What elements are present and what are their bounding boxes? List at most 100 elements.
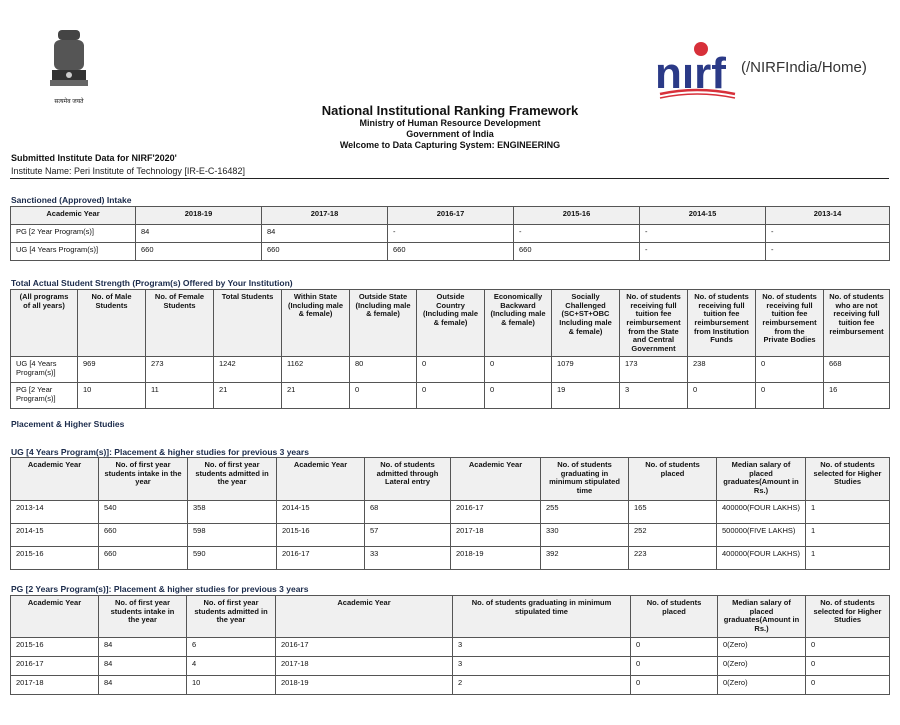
column-header: No. of first year students intake in the… bbox=[98, 457, 188, 501]
table-cell: 2015-16 bbox=[10, 636, 99, 657]
welcome-text: Welcome to Data Capturing System: ENGINE… bbox=[339, 140, 561, 150]
column-header: No. of first year students admitted in t… bbox=[186, 595, 276, 638]
table-cell: 252 bbox=[628, 523, 717, 547]
table-cell: 0 bbox=[687, 382, 756, 410]
table-cell: 0(Zero) bbox=[717, 655, 806, 676]
table-row: PG [2 Year Program(s)] 10 11 21 21 0 0 0 19 3 0 0 16 bbox=[10, 382, 890, 410]
table-cell: - bbox=[639, 242, 766, 261]
table-cell: 84 bbox=[261, 224, 388, 243]
table-cell: 0 bbox=[755, 356, 824, 384]
submitted-heading: Submitted Institute Data for NIRF'2020' bbox=[11, 153, 177, 163]
student-strength-table: (All programs of all years) No. of Male S… bbox=[10, 288, 890, 410]
column-header: Academic Year bbox=[10, 595, 99, 638]
table-cell: 10 bbox=[186, 674, 276, 695]
emblem-caption: सत्यमेव जयते bbox=[54, 99, 84, 105]
column-header: No. of students placed bbox=[628, 457, 717, 501]
table-row: PG [2 Year Program(s)] 84 84- - - - bbox=[10, 224, 890, 243]
column-header: Socially Challenged (SC+ST+OBC Including… bbox=[551, 288, 620, 358]
header-divider bbox=[10, 178, 889, 179]
table-row: UG [4 Years Program(s)] 660 660 660 660- - bbox=[10, 242, 890, 261]
column-header: Median salary of placed graduates(Amount… bbox=[716, 457, 806, 501]
column-header: Academic Year bbox=[450, 457, 541, 501]
table-cell: 2 bbox=[452, 674, 631, 695]
column-header: Academic Year bbox=[10, 206, 136, 225]
table-cell: 19 bbox=[551, 382, 620, 410]
column-header: 2018-19 bbox=[135, 206, 262, 225]
table-cell: 3 bbox=[452, 636, 631, 657]
table-cell: 2015-16 bbox=[10, 546, 99, 570]
table-cell: 2014-15 bbox=[10, 523, 99, 547]
table-cell: 2017-18 bbox=[275, 655, 453, 676]
column-header: Total Students bbox=[213, 288, 282, 358]
table-cell: 660 bbox=[98, 523, 188, 547]
table-cell: 0 bbox=[755, 382, 824, 410]
column-header: No. of students placed bbox=[630, 595, 718, 638]
table-cell: 68 bbox=[364, 500, 451, 524]
column-header: 2017-18 bbox=[261, 206, 388, 225]
column-header: Within State (Including male & female) bbox=[281, 288, 350, 358]
table-cell: 2018-19 bbox=[450, 546, 541, 570]
column-header: Academic Year bbox=[275, 595, 453, 638]
table-cell: UG [4 Years Program(s)] bbox=[10, 242, 136, 261]
column-header: No. of students who are not receiving fu… bbox=[823, 288, 890, 358]
table-cell: 1 bbox=[805, 523, 890, 547]
table-row: 2013-14 540 358 2014-15 68 2016-17 255 165 40000… bbox=[10, 500, 890, 524]
table-cell: PG [2 Year Program(s)] bbox=[10, 382, 78, 410]
column-header: No. of first year students admitted in t… bbox=[187, 457, 277, 501]
table-cell: 2016-17 bbox=[10, 655, 99, 676]
table-cell: 400000(FOUR LAKHS) bbox=[716, 500, 806, 524]
placement-title: Placement & Higher Studies bbox=[11, 419, 125, 429]
table-cell: 0(Zero) bbox=[717, 674, 806, 695]
table-cell: - bbox=[765, 242, 890, 261]
table-cell: 84 bbox=[135, 224, 262, 243]
column-header: Academic Year bbox=[10, 457, 99, 501]
table-cell: 84 bbox=[98, 674, 187, 695]
column-header: Outside Country (Including male & female… bbox=[416, 288, 485, 358]
column-header: No. of students admitted through Lateral… bbox=[364, 457, 451, 501]
table-cell: 540 bbox=[98, 500, 188, 524]
column-header: No. of first year students intake in the… bbox=[98, 595, 187, 638]
table-cell: 0 bbox=[630, 636, 718, 657]
table-cell: 400000(FOUR LAKHS) bbox=[716, 546, 806, 570]
table-cell: 173 bbox=[619, 356, 688, 384]
column-header: No. of students receiving full tuition f… bbox=[619, 288, 688, 358]
national-emblem-icon bbox=[50, 30, 88, 86]
table-cell: 0 bbox=[484, 382, 552, 410]
table-cell: 660 bbox=[261, 242, 388, 261]
table-cell: 969 bbox=[77, 356, 146, 384]
table-row: 2017-18 84 10 2018-19 2 0 0(Zero) 0 bbox=[10, 674, 890, 695]
table-cell: 21 bbox=[281, 382, 350, 410]
table-cell: UG [4 Years Program(s)] bbox=[10, 356, 78, 384]
table-cell: 255 bbox=[540, 500, 629, 524]
table-row: 2015-16 84 6 2016-17 3 0 0(Zero) 0 bbox=[10, 636, 890, 657]
table-cell: 3 bbox=[619, 382, 688, 410]
table-cell: 11 bbox=[145, 382, 214, 410]
nirf-logo-link[interactable]: nırf (/NIRFIndia/Home) bbox=[655, 40, 885, 102]
nirf-logo-icon: nırf bbox=[655, 42, 736, 99]
table-cell: 1 bbox=[805, 546, 890, 570]
table-cell: 80 bbox=[349, 356, 417, 384]
column-header: No. of students receiving full tuition f… bbox=[755, 288, 824, 358]
table-cell: 0 bbox=[630, 655, 718, 676]
table-cell: 1242 bbox=[213, 356, 282, 384]
table-cell: 660 bbox=[513, 242, 640, 261]
ministry-text: Ministry of Human Resource Development bbox=[359, 118, 541, 128]
table-cell: 16 bbox=[823, 382, 890, 410]
table-cell: 84 bbox=[98, 636, 187, 657]
table-cell: 2018-19 bbox=[275, 674, 453, 695]
table-cell: - bbox=[639, 224, 766, 243]
strength-title: Total Actual Student Strength (Program(s… bbox=[11, 278, 293, 288]
table-cell: 21 bbox=[213, 382, 282, 410]
table-cell: 0 bbox=[484, 356, 552, 384]
table-cell: 1 bbox=[805, 500, 890, 524]
table-cell: 2017-18 bbox=[450, 523, 541, 547]
column-header: No. of students selected for Higher Stud… bbox=[805, 595, 890, 638]
column-header: No. of students receiving full tuition f… bbox=[687, 288, 756, 358]
government-text: Government of India bbox=[406, 129, 494, 139]
table-cell: 0 bbox=[805, 636, 890, 657]
table-cell: 2016-17 bbox=[450, 500, 541, 524]
table-cell: 57 bbox=[364, 523, 451, 547]
sanctioned-title: Sanctioned (Approved) Intake bbox=[11, 195, 132, 205]
table-cell: 84 bbox=[98, 655, 187, 676]
table-cell: 6 bbox=[186, 636, 276, 657]
